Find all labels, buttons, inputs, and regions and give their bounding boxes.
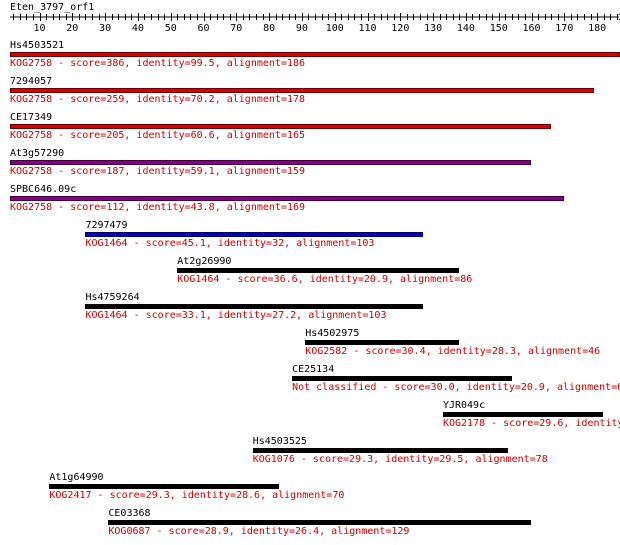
hit-alignment-bar[interactable]: [10, 52, 620, 57]
hit-description[interactable]: KOG2178 - score=29.6, identity=24.4, ali…: [442, 418, 620, 429]
ruler-tick-label: 170: [555, 23, 573, 34]
hit-alignment-bar[interactable]: [49, 484, 279, 489]
hit-description[interactable]: KOG0687 - score=28.9, identity=26.4, ali…: [108, 526, 410, 537]
ruler-tick-label: 80: [263, 23, 275, 34]
hit-description[interactable]: KOG2758 - score=259, identity=70.2, alig…: [10, 94, 306, 105]
hit-name[interactable]: At3g57290: [10, 148, 65, 159]
ruler-tick-label: 30: [99, 23, 111, 34]
hit-alignment-bar[interactable]: [10, 124, 551, 129]
ruler-tick-label: 120: [391, 23, 409, 34]
hit-description[interactable]: KOG2417 - score=29.3, identity=28.6, ali…: [49, 490, 345, 501]
hit-alignment-bar[interactable]: [292, 376, 512, 381]
ruler-tick-label: 40: [132, 23, 144, 34]
hit-description[interactable]: Not classified - score=30.0, identity=20…: [292, 382, 620, 393]
ruler-tick-label: 10: [33, 23, 45, 34]
ruler-tick-label: 110: [358, 23, 376, 34]
ruler-tick-label: 130: [424, 23, 442, 34]
ruler-tick-label: 100: [326, 23, 344, 34]
hit-alignment-bar[interactable]: [252, 448, 509, 453]
query-title: Eten_3797_orf1: [10, 2, 95, 13]
hit-name[interactable]: 7294057: [10, 76, 53, 87]
hit-description[interactable]: KOG1464 - score=33.1, identity=27.2, ali…: [85, 310, 387, 321]
ruler-tick-label: 70: [230, 23, 242, 34]
ruler-tick-label: 160: [522, 23, 540, 34]
hit-name[interactable]: YJR049c: [442, 400, 486, 411]
ruler: 10 20 30 40 50 60 70 80 90 100 110 120 130 140 150 160 1…: [10, 13, 620, 34]
hit-alignment-bar[interactable]: [10, 196, 565, 201]
ruler-tick-label: 90: [296, 23, 308, 34]
hit-name[interactable]: At2g26990: [177, 256, 232, 267]
hit-name[interactable]: 7297479: [85, 220, 128, 231]
ruler-tick-label: 150: [490, 23, 508, 34]
hit-description[interactable]: KOG1464 - score=36.6, identity=20.9, ali…: [177, 274, 473, 285]
hit-description[interactable]: KOG2758 - score=386, identity=99.5, alig…: [10, 58, 306, 69]
hit-description[interactable]: KOG2758 - score=187, identity=59.1, alig…: [10, 166, 306, 177]
hit-alignment-bar[interactable]: [85, 232, 423, 237]
hit-description[interactable]: KOG1076 - score=29.3, identity=29.5, ali…: [252, 454, 548, 465]
hit-alignment-bar[interactable]: [85, 304, 423, 309]
hit-alignment-bar[interactable]: [305, 340, 460, 345]
hit-name[interactable]: Hs4503521: [10, 40, 65, 51]
hit-name[interactable]: SPBC646.09c: [10, 184, 77, 195]
hit-description[interactable]: KOG2758 - score=112, identity=43.8, alig…: [10, 202, 306, 213]
ruler-tick-label: 20: [66, 23, 78, 34]
ruler-tick-label: 180: [588, 23, 606, 34]
ruler-tick-label: 140: [457, 23, 475, 34]
hit-name[interactable]: Hs4759264: [85, 292, 140, 303]
hit-name[interactable]: Hs4503525: [252, 436, 307, 447]
hit-name[interactable]: CE25134: [292, 364, 335, 375]
hit-description[interactable]: KOG1464 - score=45.1, identity=32, align…: [85, 238, 375, 249]
hit-description[interactable]: KOG2582 - score=30.4, identity=28.3, ali…: [305, 346, 601, 357]
hit-alignment-bar[interactable]: [10, 160, 532, 165]
hit-description[interactable]: KOG2758 - score=205, identity=60.6, alig…: [10, 130, 306, 141]
hit-name[interactable]: Hs4502975: [305, 328, 360, 339]
ruler-tick-label: 60: [197, 23, 209, 34]
hit-alignment-bar[interactable]: [10, 88, 594, 93]
hit-alignment-bar[interactable]: [442, 412, 604, 417]
ruler-tick-label: 50: [165, 23, 177, 34]
hit-name[interactable]: CE17349: [10, 112, 53, 123]
hit-alignment-bar[interactable]: [108, 520, 532, 525]
hit-name[interactable]: At1g64990: [49, 472, 104, 483]
hit-alignment-bar[interactable]: [177, 268, 460, 273]
hit-name[interactable]: CE03368: [108, 508, 151, 519]
